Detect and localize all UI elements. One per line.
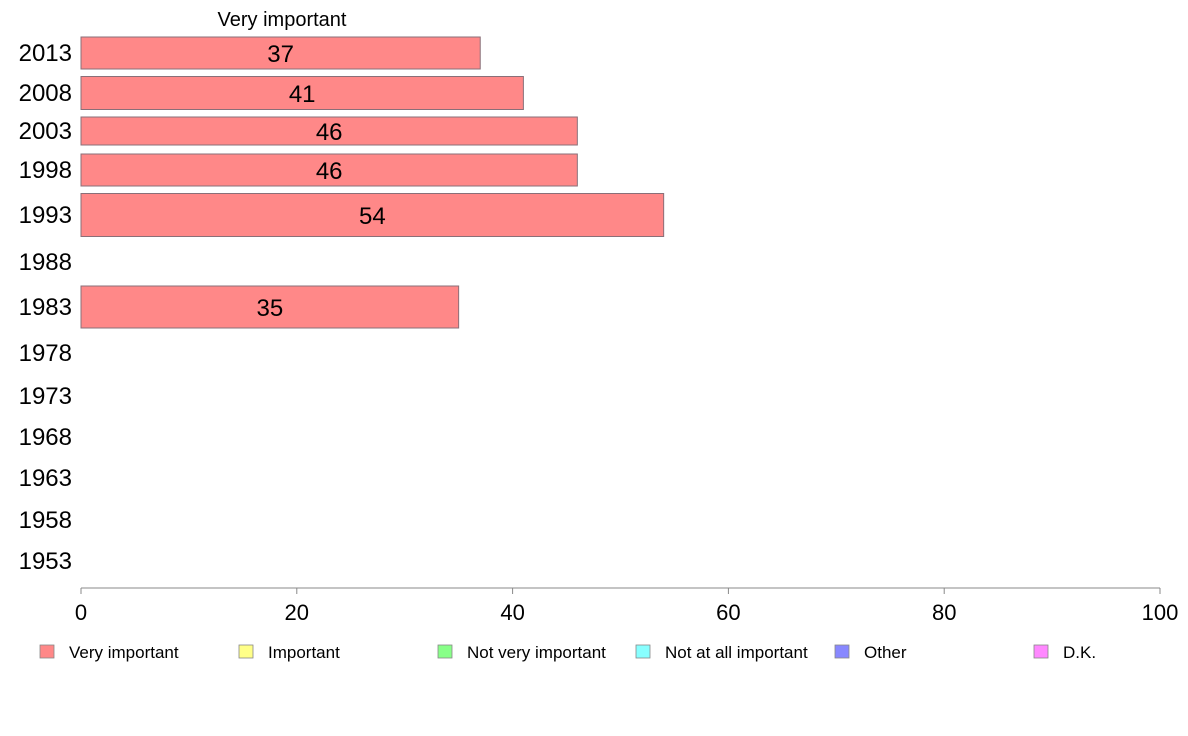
bar-value-label: 41 — [289, 81, 316, 108]
x-tick-label: 40 — [500, 600, 524, 625]
bar-value-label: 35 — [256, 295, 283, 322]
y-tick-label: 1998 — [19, 157, 72, 184]
legend-swatch — [238, 644, 254, 659]
legend: Very important Important Not very importan… — [39, 643, 1096, 662]
y-tick-label: 2008 — [19, 80, 72, 107]
bar-value-label: 54 — [359, 203, 386, 230]
legend-swatch — [834, 644, 850, 659]
x-tick-label: 80 — [932, 600, 956, 625]
y-tick-label: 1973 — [19, 383, 72, 410]
y-tick-label: 1983 — [19, 294, 72, 321]
y-tick-label: 1988 — [19, 249, 72, 276]
bar-value-label: 46 — [316, 158, 343, 185]
y-tick-label: 2003 — [19, 118, 72, 145]
legend-label: Not at all important — [665, 643, 808, 662]
bar — [80, 193, 665, 237]
legend-label: Other — [864, 643, 907, 662]
bar-value-label: 37 — [267, 41, 294, 68]
bar-value-label: 46 — [316, 119, 343, 146]
y-tick-label: 1968 — [19, 424, 72, 451]
x-tick-label: 100 — [1142, 600, 1179, 625]
bar — [80, 36, 481, 70]
y-axis-labels: 2013 2008 2003 1998 1993 1988 1983 1978 1973 1968… — [19, 40, 72, 575]
legend-swatch — [635, 644, 651, 659]
y-tick-label: 1958 — [19, 507, 72, 534]
legend-label: Very important — [69, 643, 179, 662]
y-tick-label: 2013 — [19, 40, 72, 67]
y-tick-label: 1963 — [19, 465, 72, 492]
y-tick-label: 1978 — [19, 340, 72, 367]
legend-swatch — [1033, 644, 1049, 659]
bar — [80, 153, 578, 187]
legend-swatch — [437, 644, 453, 659]
x-axis: 0 20 40 60 80 100 — [75, 587, 1179, 625]
y-tick-label: 1993 — [19, 202, 72, 229]
x-tick-label: 20 — [285, 600, 309, 625]
chart-title: Very important — [218, 9, 347, 31]
y-tick-label: 1953 — [19, 548, 72, 575]
legend-label: Important — [268, 643, 340, 662]
legend-swatch — [39, 644, 55, 659]
x-tick-label: 0 — [75, 600, 87, 625]
bar — [80, 285, 460, 329]
legend-label: Not very important — [467, 643, 606, 662]
legend-label: D.K. — [1063, 643, 1096, 662]
bar — [80, 76, 524, 110]
bar — [80, 116, 578, 146]
x-tick-label: 60 — [716, 600, 740, 625]
